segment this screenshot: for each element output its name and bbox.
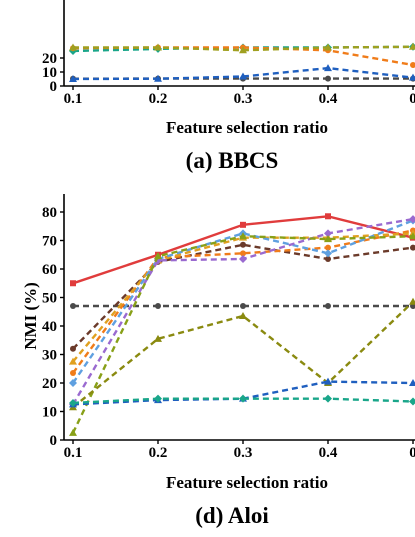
- data-point: [324, 64, 332, 72]
- data-point: [324, 229, 332, 238]
- data-point: [154, 334, 162, 342]
- data-point: [324, 43, 332, 51]
- y-tick-label: 30: [42, 348, 57, 364]
- x-tick-label: 0.4: [319, 445, 338, 461]
- data-point: [409, 379, 415, 386]
- y-tick-label: 60: [42, 262, 57, 278]
- data-point: [324, 394, 332, 403]
- data-point: [410, 62, 415, 68]
- data-point: [239, 72, 247, 80]
- data-point: [240, 221, 246, 228]
- x-tick-label: 0: [409, 445, 415, 461]
- data-point: [324, 377, 332, 385]
- data-point: [69, 43, 77, 51]
- data-point: [69, 428, 77, 436]
- y-tick-label: 40: [42, 319, 57, 335]
- data-point: [409, 397, 415, 406]
- data-point: [325, 303, 331, 310]
- panel-d-plot-area: [69, 213, 415, 436]
- x-tick-label: 0.2: [149, 445, 168, 461]
- data-point: [69, 379, 77, 387]
- data-point: [409, 232, 415, 240]
- data-point: [70, 370, 76, 377]
- data-point: [409, 42, 415, 50]
- x-tick-label: 0.3: [234, 445, 253, 461]
- series-line: [72, 229, 414, 374]
- y-tick-label: 0: [50, 79, 58, 95]
- series-line: [72, 300, 414, 409]
- y-tick-label: 70: [42, 234, 57, 250]
- data-point: [324, 235, 332, 243]
- data-point: [69, 398, 77, 407]
- data-point: [409, 73, 415, 81]
- data-point: [325, 213, 331, 220]
- data-point: [240, 241, 246, 248]
- data-point: [70, 303, 76, 310]
- data-point: [325, 75, 331, 82]
- y-tick-label: 0: [50, 433, 58, 449]
- data-point: [69, 357, 77, 365]
- y-tick-label: 10: [42, 405, 57, 421]
- x-tick-label: 0.1: [64, 445, 83, 461]
- data-point: [325, 244, 331, 251]
- y-tick-label: 50: [42, 291, 57, 307]
- x-tick-label: 0.4: [319, 91, 338, 107]
- panel-a-x-axis-title: Feature selection ratio: [166, 118, 328, 137]
- panel-d-x-axis-title: Feature selection ratio: [166, 473, 328, 492]
- data-point: [154, 74, 162, 82]
- panel-d-y-axis-title: NMI (%): [21, 282, 40, 350]
- data-point: [409, 215, 415, 224]
- series-line: [72, 219, 414, 384]
- panel-a-x-ticks: 0.1 0.2 0.3 0.4 0: [64, 86, 415, 107]
- panel-a-plot-area: [69, 42, 415, 82]
- data-point: [240, 303, 246, 310]
- y-tick-label: 20: [42, 376, 57, 392]
- data-point: [70, 280, 76, 287]
- data-point: [409, 297, 415, 305]
- data-point: [154, 394, 162, 403]
- data-point: [154, 43, 162, 51]
- y-tick-label: 80: [42, 205, 57, 221]
- data-point: [239, 255, 247, 264]
- data-point: [239, 232, 247, 240]
- x-tick-label: 0.2: [149, 91, 168, 107]
- data-point: [155, 303, 161, 310]
- y-tick-label: 10: [42, 65, 57, 81]
- data-point: [240, 250, 246, 257]
- x-tick-label: 0: [409, 91, 415, 107]
- panel-d-caption: (d) Aloi: [195, 503, 269, 528]
- data-point: [324, 249, 332, 258]
- series-line: [72, 243, 414, 350]
- panel-a-caption: (a) BBCS: [186, 148, 279, 173]
- panel-d-x-ticks: 0.1 0.2 0.3 0.4 0: [64, 440, 415, 461]
- data-point: [70, 345, 76, 352]
- panel-d-y-ticks: 0 10 20 30 40 50 60 70 80: [42, 205, 64, 449]
- data-point: [154, 252, 162, 260]
- data-point: [239, 394, 247, 403]
- data-point: [325, 256, 331, 263]
- x-tick-label: 0.1: [64, 91, 83, 107]
- y-tick-label: 20: [42, 51, 57, 67]
- x-tick-label: 0.3: [234, 91, 253, 107]
- data-point: [69, 75, 77, 82]
- data-point: [239, 312, 247, 320]
- data-point: [410, 244, 415, 251]
- data-point: [239, 46, 247, 54]
